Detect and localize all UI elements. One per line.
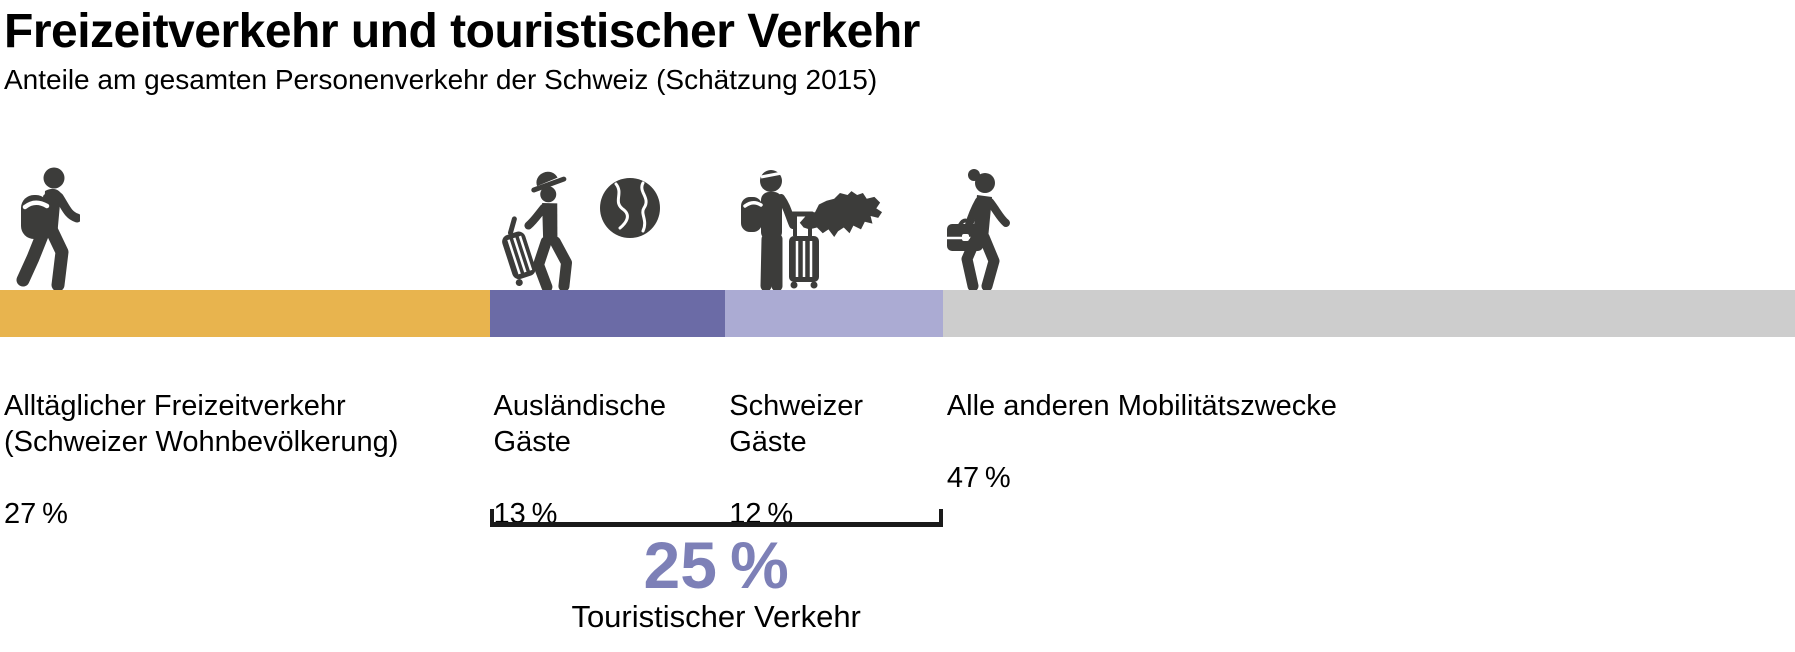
segment-value: 47 % [946,462,1011,494]
stacked-bar [0,290,1795,337]
tourism-total-value: 25 % [643,528,789,602]
segment-label-text: Alle anderen Mobilitätszwecke [946,390,1337,422]
segment-label-text: Alltäglicher Freizeitverkehr (Schweizer … [4,390,399,458]
segment-label-auslaendische-gaeste: Ausländische Gäste 13 % [490,352,667,568]
commuter-briefcase-icon [947,169,1010,291]
segment-value: 27 % [4,498,68,530]
segment-label-alltaeglicher-freizeitverkehr: Alltäglicher Freizeitverkehr (Schweizer … [0,352,398,568]
bar-segment-alltaeglicher-freizeitverkehr [0,290,490,337]
globe-icon [600,178,660,238]
segment-label-schweizer-gaeste: Schweizer Gäste 12 % [725,352,863,568]
tourism-bracket [489,509,943,527]
segment-label-text: Schweizer Gäste [729,390,864,458]
bar-segment-alle-anderen [942,290,1795,337]
segment-label-alle-anderen: Alle anderen Mobilitätszwecke 47 % [943,352,1337,532]
page-title: Freizeitverkehr und touristischer Verkeh… [4,5,920,58]
switzerland-map-icon [799,191,883,238]
page-subtitle: Anteile am gesamten Personenverkehr der … [4,64,878,95]
segment-label-text: Ausländische Gäste [493,390,667,458]
bar-segment-schweizer-gaeste [725,290,943,337]
bar-segment-auslaendische-gaeste [489,290,726,337]
hiker-backpack-icon [16,167,80,291]
swiss-guest-trolley-icon [741,170,819,291]
tourist-hat-suitcase-icon [502,171,572,291]
tourism-total-label: Touristischer Verkehr [571,599,861,634]
tourism-annotation: 25 % Touristischer Verkehr [490,528,943,637]
